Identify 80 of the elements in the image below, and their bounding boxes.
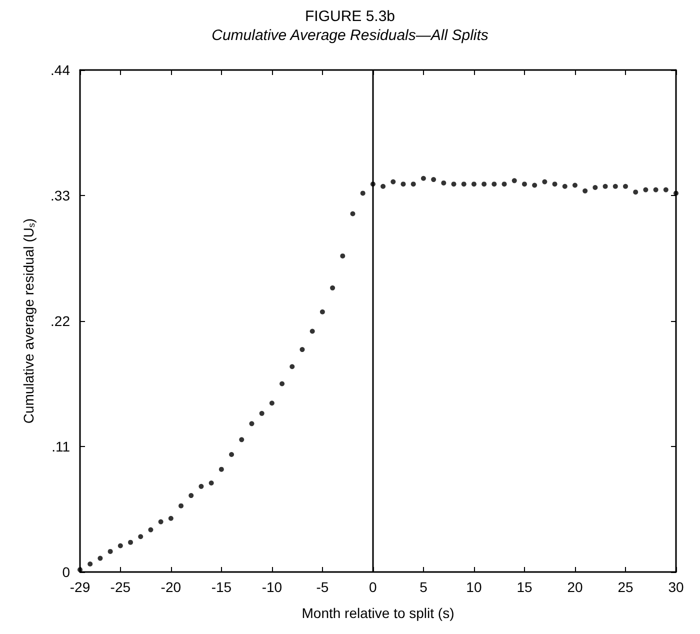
point [562,184,568,189]
point [441,180,446,186]
x-tick-label: -29 [70,579,90,595]
y-tick-label: .11 [52,438,70,454]
x-tick-label: 25 [618,579,634,595]
point [208,480,214,486]
point [380,184,386,189]
point [471,182,476,187]
x-tick-label: -15 [211,579,232,595]
point [400,182,406,187]
point [602,184,608,189]
point [674,190,678,196]
chart-subtitle: Cumulative Average Residuals—All Splits [212,27,489,44]
point [482,182,487,187]
point [451,182,456,187]
point [420,176,426,181]
point [340,253,346,258]
y-tick-label: 0 [62,564,70,580]
point [360,190,366,196]
point [128,540,134,545]
point [198,484,204,489]
point [622,184,628,189]
point [330,285,336,290]
point [188,493,194,498]
x-tick-label: -5 [316,579,329,595]
point [300,347,305,352]
point [229,452,234,457]
x-tick-label: 5 [420,579,428,595]
y-tick-label: .22 [50,313,70,329]
point [633,190,638,195]
point [98,556,103,561]
x-axis-title: Month relative to split (s) [302,605,454,621]
x-tick-label: 15 [516,579,532,595]
point [532,182,538,188]
y-axis-title: Cumulative average residual (Us) [20,218,36,424]
point [663,187,668,192]
point [612,184,618,189]
point [492,182,497,187]
point [269,400,274,406]
point [310,328,315,334]
y-tick-label: .44 [50,62,70,78]
point [249,421,254,426]
x-tick-label: 10 [466,579,482,595]
x-tick-label: 30 [668,579,684,595]
point [239,437,244,442]
y-tick-label: .33 [50,188,70,204]
x-tick-label: 0 [369,579,378,595]
point [410,182,416,187]
point [280,381,285,386]
point [390,179,396,184]
point [542,179,548,184]
point [643,187,648,192]
point [592,185,598,190]
point [218,466,224,472]
point [350,211,356,216]
point [572,182,578,188]
point [552,182,558,187]
point [168,516,174,521]
point [88,562,93,567]
point [158,519,164,524]
chart-title: FIGURE 5.3b [304,8,396,25]
point [512,178,517,184]
point [461,182,466,187]
point [108,548,113,554]
point [502,182,507,187]
point [320,309,325,314]
x-tick-label: 20 [567,579,583,595]
point [290,364,295,370]
point [582,188,588,194]
x-tick-label: -10 [262,579,282,595]
point [653,187,658,192]
point [259,410,264,416]
point [178,503,184,508]
x-tick-label: -20 [160,579,182,595]
point [522,182,527,187]
point [431,177,436,182]
x-tick-label: -25 [110,579,131,595]
point [148,527,154,532]
point [138,534,144,540]
point [118,543,123,548]
